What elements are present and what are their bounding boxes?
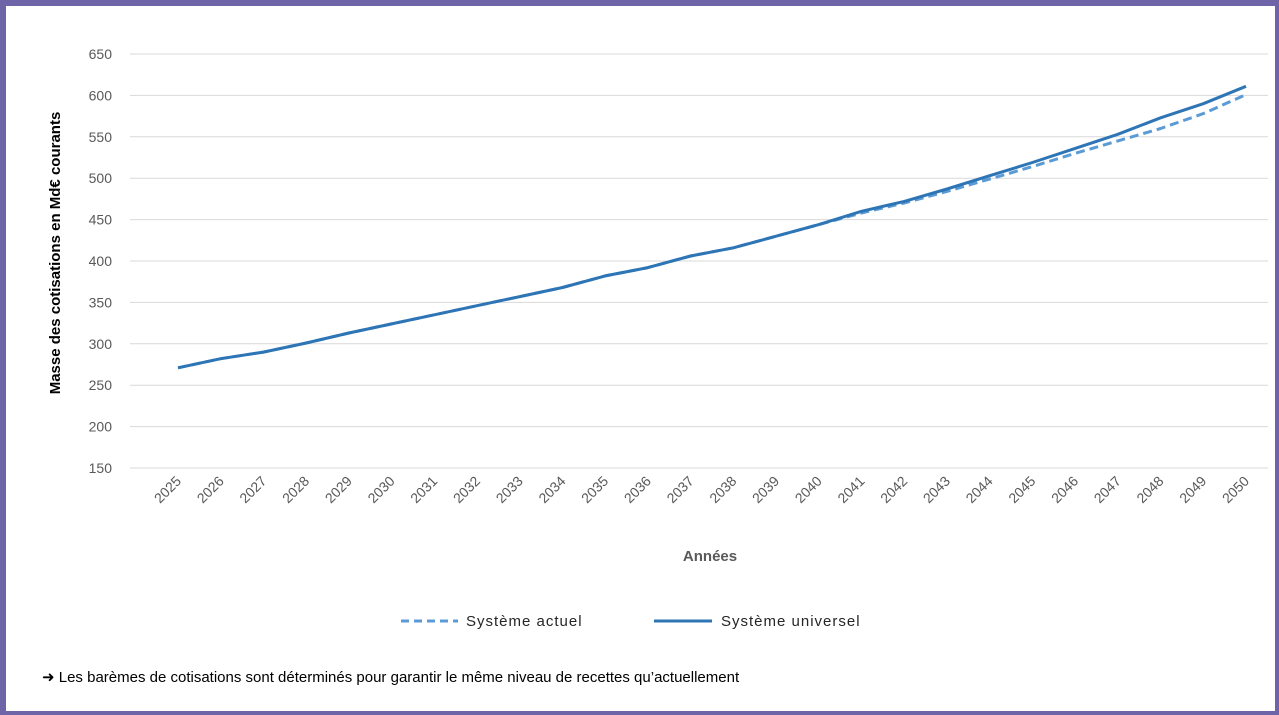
x-tick-label: 2049 (1176, 473, 1209, 506)
y-tick-label: 200 (89, 419, 113, 435)
x-tick-label: 2026 (193, 473, 226, 506)
x-tick-label: 2035 (578, 473, 611, 506)
x-tick-label: 2047 (1091, 473, 1124, 506)
x-tick-label: 2032 (450, 473, 483, 506)
x-tick-label: 2045 (1005, 473, 1038, 506)
legend-label-actuel: Système actuel (466, 613, 583, 630)
legend-label-universel: Système universel (721, 613, 861, 630)
x-tick-label: 2048 (1133, 473, 1166, 506)
x-tick-label: 2044 (962, 473, 995, 506)
y-tick-label: 600 (89, 87, 113, 103)
x-tick-label: 2050 (1219, 473, 1252, 506)
x-tick-label: 2031 (407, 473, 440, 506)
x-axis-title: Années (683, 548, 737, 565)
x-tick-label: 2041 (834, 473, 867, 506)
series-line-universel (177, 84, 1247, 370)
y-tick-label: 550 (89, 129, 113, 145)
x-tick-label: 2033 (493, 473, 526, 506)
y-tick-label: 500 (89, 170, 113, 186)
arrow-right-icon: ➜ (42, 669, 55, 686)
y-axis-ticks: 150 200 250 300 350 400 450 500 550 600 650 (89, 46, 113, 476)
y-tick-label: 450 (89, 212, 113, 228)
x-tick-label: 2029 (322, 473, 355, 506)
series-line-actuel (177, 93, 1247, 370)
x-tick-label: 2027 (236, 473, 269, 506)
x-tick-label: 2025 (151, 473, 184, 506)
x-tick-label: 2037 (663, 473, 696, 506)
x-tick-label: 2043 (920, 473, 953, 506)
x-tick-label: 2028 (279, 473, 312, 506)
y-tick-label: 250 (89, 377, 113, 393)
note-label: Les barèmes de cotisations sont détermin… (58, 669, 740, 686)
y-tick-label: 300 (89, 336, 113, 352)
x-tick-label: 2038 (706, 473, 739, 506)
x-tick-label: 2034 (535, 473, 568, 506)
note-text: ➜ Les barèmes de cotisations sont déterm… (42, 668, 739, 686)
x-tick-label: 2039 (749, 473, 782, 506)
gridlines (130, 53, 1268, 469)
y-tick-label: 400 (89, 253, 113, 269)
x-tick-label: 2036 (621, 473, 654, 506)
y-axis-title: Masse des cotisations en Md€ courants (47, 112, 64, 395)
legend: Système actuel Système universel (401, 613, 861, 630)
x-tick-label: 2040 (792, 473, 825, 506)
x-tick-label: 2042 (877, 473, 910, 506)
y-tick-label: 350 (89, 294, 113, 310)
x-tick-label: 2030 (364, 473, 397, 506)
x-tick-label: 2046 (1048, 473, 1081, 506)
series-lines (177, 84, 1247, 370)
x-axis-ticks: 2025 2026 2027 2028 2029 2030 2031 2032 2033 2034… (151, 473, 1252, 506)
y-tick-label: 150 (89, 460, 113, 476)
y-tick-label: 650 (89, 46, 113, 62)
